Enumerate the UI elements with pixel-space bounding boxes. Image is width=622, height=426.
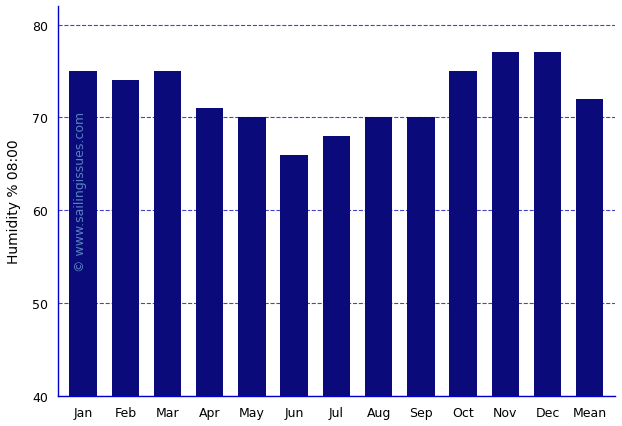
Bar	[449, 72, 477, 426]
Bar	[154, 72, 181, 426]
Bar	[238, 118, 266, 426]
Bar	[111, 81, 139, 426]
Bar	[323, 137, 350, 426]
Bar	[70, 72, 97, 426]
Y-axis label: Humidity % 08:00: Humidity % 08:00	[7, 139, 21, 264]
Bar	[281, 155, 308, 426]
Bar	[196, 109, 223, 426]
Text: © www.sailingissues.com: © www.sailingissues.com	[75, 112, 87, 272]
Bar	[576, 100, 603, 426]
Bar	[491, 53, 519, 426]
Bar	[365, 118, 392, 426]
Bar	[534, 53, 561, 426]
Bar	[407, 118, 435, 426]
